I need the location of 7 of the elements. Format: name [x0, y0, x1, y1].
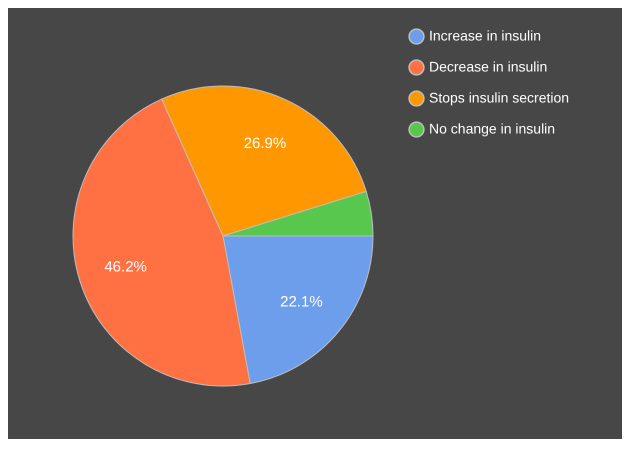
legend-label: No change in insulin — [429, 120, 556, 136]
data-label: 46.2% — [104, 258, 147, 276]
legend-label: Increase in insulin — [429, 28, 542, 44]
data-label: 26.9% — [244, 135, 286, 152]
data-label: 22.1% — [280, 293, 323, 310]
legend-label: Decrease in insulin — [429, 58, 548, 74]
legend-label: Stops insulin secretion — [429, 90, 570, 106]
